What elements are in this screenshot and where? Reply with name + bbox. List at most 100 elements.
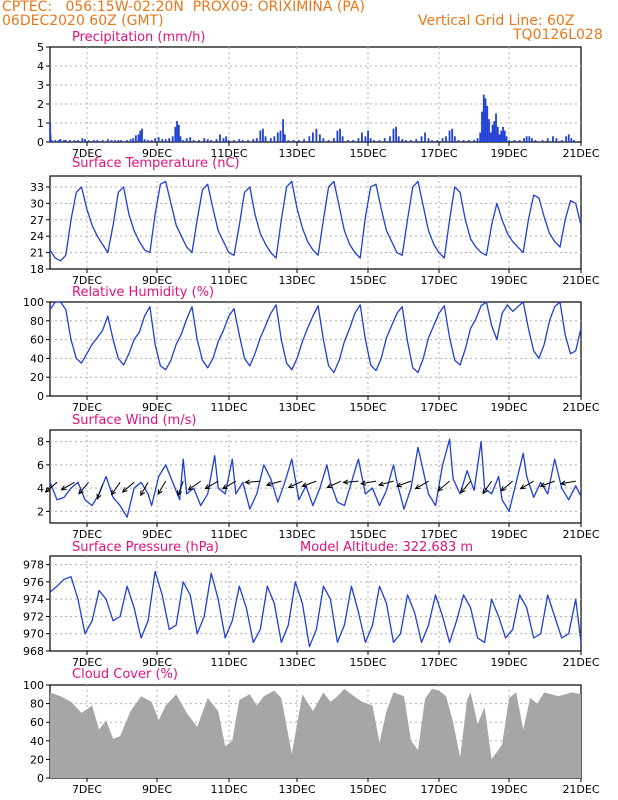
panel-3-xtick-label: 21DEC [562,528,599,541]
panel-3-frame [49,429,582,524]
panel-5-ytick-label: 80 [30,698,44,711]
precip-bar [143,139,146,142]
precip-bar [445,136,447,142]
wind-arrow-shaft [560,480,576,485]
precip-bar [255,138,258,142]
panel-0-xtick-label: 9DEC [142,147,172,160]
precip-bar [141,128,143,142]
panel-0-xtick-label: 15DEC [349,147,386,160]
precip-bar [481,111,483,142]
wind-arrow-shaft [140,482,149,496]
panel-0-xtick-label: 19DEC [490,147,527,160]
wind-arrow-head [78,488,84,495]
panel-5-xtick-label: 7DEC [72,783,102,796]
panel-5-xtick-label: 9DEC [142,783,172,796]
precip-bar [427,138,430,142]
panel-0-title: Precipitation (mm/h) [72,30,205,45]
precip-bar [496,126,499,142]
precip-bar [528,136,531,142]
panel-3-ytick-label: 4 [37,482,44,495]
wind-arrow-shaft [500,480,513,492]
precip-bar [448,130,451,142]
precip-bar [57,140,60,142]
precip-bar [164,139,167,142]
precip-bar [161,139,164,142]
header-station-line: CPTEC: 056:15W-02:20N PROX09: ORIXIMINA … [2,0,365,15]
precip-bar [157,137,160,142]
panel-0-xtick-label: 21DEC [562,147,599,160]
precip-bar [238,139,241,142]
panel-5-ytick-label: 100 [23,679,44,692]
panel-4-frame [49,555,582,652]
precip-bar [50,140,53,142]
precip-bar [420,136,423,142]
wind-arrow-shaft [157,480,167,495]
precip-bar [508,140,511,142]
precip-bar [489,132,492,142]
wind-arrow-head [204,484,211,490]
precip-bar [534,140,537,142]
wind-arrow-shaft [78,481,89,495]
precip-bar [369,138,372,142]
panel-0-ytick-label: 2 [37,98,44,111]
wind-arrow-head [414,484,421,490]
precip-bar [357,138,360,142]
precip-bar [404,140,407,142]
precip-bar [484,98,487,142]
wind-arrow-head [221,484,228,490]
panel-4-xtick-label: 17DEC [420,656,457,669]
panel-5-title: Cloud Cover (%) [72,667,178,682]
precip-bar [322,138,325,142]
panel-3-ytick-label: 6 [37,459,44,472]
precip-bar [150,140,153,142]
precip-bar [210,140,213,142]
panel-0-xtick-label: 17DEC [420,147,457,160]
wind-arrow-head [500,486,507,492]
precip-bar [367,130,369,142]
panel-1-ytick-label: 21 [30,247,44,260]
precip-bar [279,130,282,142]
wind-arrow-head [96,493,102,500]
precip-bar [503,130,506,142]
precip-bar [222,138,225,142]
wind-arrow-shaft [396,480,412,487]
panel-2-xtick-label: 19DEC [490,401,527,414]
precip-bar [373,140,376,142]
header-model-code: TQ0126L028 [513,27,603,43]
wind-arrow-head [287,483,294,489]
wind-arrow-head [326,483,333,489]
panel-4-xtick-label: 21DEC [562,656,599,669]
panel-5-xtick-label: 15DEC [349,783,386,796]
wind-arrow-head [342,479,349,485]
wind-arrow-head [360,480,367,486]
precip-bar [49,123,52,142]
precip-bar [192,140,195,142]
precip-bar [491,124,494,142]
precip-bar [555,138,558,142]
wind-arrow-head [559,480,566,486]
precip-bar [129,139,132,142]
precip-bar [198,140,200,142]
precip-bar [134,135,137,142]
precip-bar [106,139,109,142]
precip-bar [259,130,262,142]
panel-5-ytick-label: 40 [30,735,44,748]
wind-arrow-head [177,490,182,497]
precip-bar [570,138,573,142]
precip-bar [292,140,295,142]
precip-bar [132,138,135,142]
wind-arrow-head [482,488,488,495]
precip-bar [327,140,330,142]
cloud-cover-area [50,688,581,778]
panel-1-ytick-label: 27 [30,214,44,227]
wind-arrow-shaft [343,480,359,483]
panel-3-xtick-label: 13DEC [278,528,315,541]
panel-0-ytick-label: 5 [37,41,44,54]
wind-arrow-head [539,482,546,488]
precip-bar [117,140,120,142]
panel-1-title: Surface Temperature (nC) [72,156,240,171]
panel-3-title: Surface Wind (m/s) [72,413,196,428]
model-altitude-label: Model Altitude: 322.683 m [300,540,473,555]
precip-bar [473,140,475,142]
wind-arrow-shaft [482,480,493,494]
